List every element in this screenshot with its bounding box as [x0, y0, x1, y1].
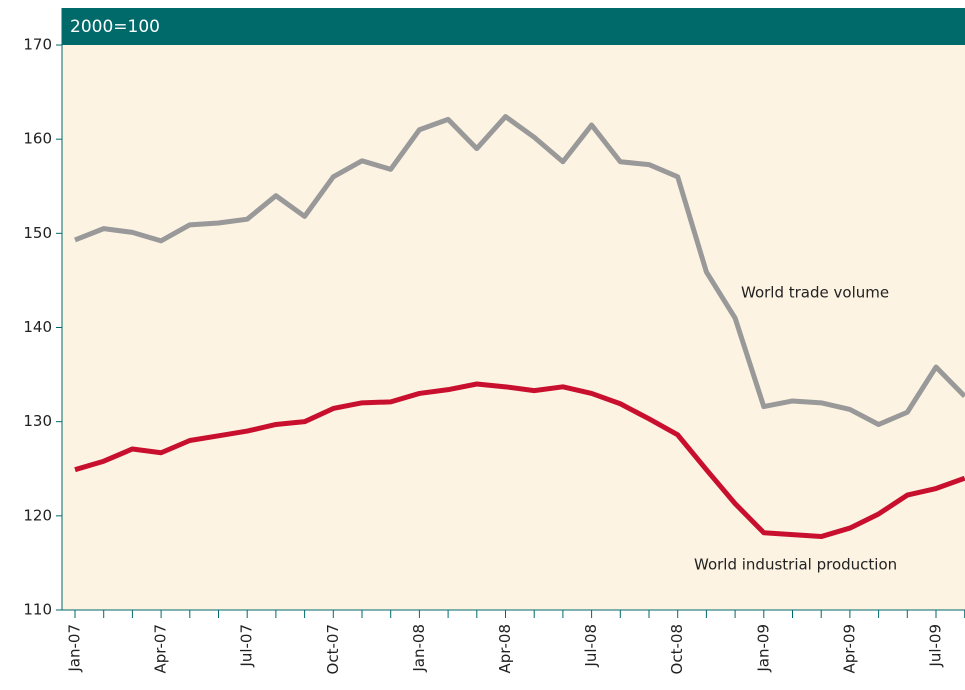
series-line — [74, 381, 965, 540]
x-tick-label: Jul-09 — [927, 624, 945, 668]
y-tick-label: 110 — [23, 601, 52, 619]
x-tick-label: Apr-07 — [152, 624, 170, 674]
x-tick-label: Oct-07 — [324, 624, 342, 674]
x-tick-label: Jan-08 — [410, 624, 428, 673]
series-label: World trade volume — [741, 284, 889, 302]
x-tick-label: Jul-08 — [582, 624, 600, 668]
header-bar — [62, 8, 965, 45]
y-tick-label: 140 — [23, 318, 52, 336]
series-line — [74, 114, 965, 427]
chart-title: 2000=100 — [70, 17, 160, 37]
plot-background — [62, 45, 965, 610]
y-tick-label: 160 — [23, 130, 52, 148]
series-label: World industrial production — [694, 556, 897, 574]
x-tick-label: Oct-08 — [668, 624, 686, 674]
y-tick-label: 150 — [23, 224, 52, 242]
x-tick-label: Jan-09 — [754, 624, 772, 673]
x-tick-label: Jul-07 — [238, 624, 256, 668]
y-tick-label: 120 — [23, 506, 52, 524]
y-tick-label: 130 — [23, 412, 52, 430]
y-tick-label: 170 — [23, 36, 52, 54]
x-tick-label: Apr-09 — [840, 624, 858, 674]
x-tick-label: Apr-08 — [496, 624, 514, 674]
x-tick-label: Jan-07 — [66, 624, 84, 673]
